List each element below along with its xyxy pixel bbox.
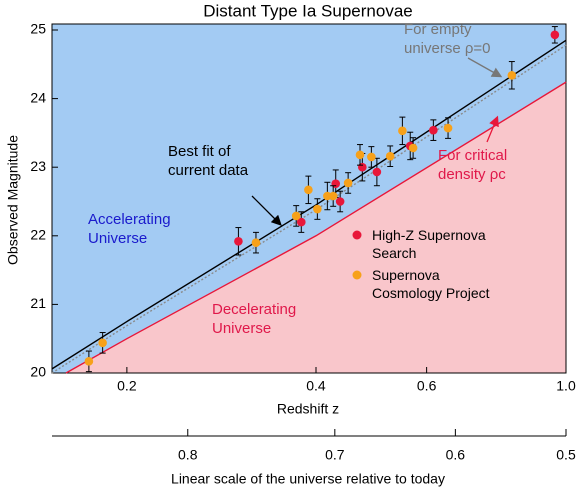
y-axis-label: Observed Magnitude: [5, 135, 21, 265]
x2-tick-label: 0.6: [446, 447, 466, 463]
x2-tick-label: 0.8: [178, 447, 198, 463]
line: [65, 81, 567, 374]
point: [355, 150, 365, 160]
line: [51, 39, 567, 370]
x-tick-label: 0.2: [117, 378, 137, 394]
y-tick-label: 20: [30, 364, 46, 380]
point: [291, 211, 301, 221]
point: [398, 126, 407, 136]
point: [313, 204, 322, 214]
point: [251, 238, 261, 247]
arrow: [251, 195, 282, 226]
plot-frame: [51, 23, 567, 374]
x-tick-label: 0.4: [306, 378, 326, 394]
point: [372, 167, 382, 177]
x-tick-label: 1.0: [556, 378, 576, 394]
point: [343, 178, 353, 188]
line: [51, 44, 567, 374]
legend-label: High-Z Supernova Search: [372, 227, 486, 261]
annotation: For critical density ρc: [438, 147, 508, 183]
x2-axis-label: Linear scale of the universe relative to…: [171, 471, 445, 487]
legend-label: Supernova Cosmology Project: [372, 267, 490, 301]
annotation: For empty universe ρ=0: [404, 21, 491, 57]
annotation: Best fit of current data: [168, 143, 249, 179]
y-tick-label: 21: [30, 295, 46, 311]
point: [443, 123, 453, 133]
point: [507, 70, 517, 80]
point: [304, 185, 313, 195]
point: [234, 236, 243, 246]
arrow: [486, 115, 499, 143]
legend-marker: [352, 270, 362, 280]
x-axis-label: Redshift z: [277, 401, 339, 417]
y-tick-label: 22: [30, 227, 46, 243]
x2-tick-label: 0.5: [556, 447, 576, 463]
point: [328, 191, 338, 201]
legend-marker: [352, 230, 362, 240]
arrow: [467, 57, 503, 78]
y-tick-label: 23: [30, 158, 46, 174]
point: [98, 338, 107, 348]
y-tick-label: 24: [30, 89, 46, 105]
point: [429, 125, 438, 135]
annotation: Accelerating Universe: [88, 211, 171, 247]
point: [385, 151, 395, 161]
y-tick-label: 25: [30, 21, 46, 37]
annotation: Decelerating Universe: [212, 301, 297, 337]
decel-region: [65, 82, 566, 374]
point: [84, 357, 94, 366]
point: [335, 197, 345, 206]
point: [367, 152, 376, 162]
chart-title: Distant Type Ia Supernovae: [203, 1, 413, 20]
point: [296, 217, 306, 227]
point: [408, 143, 418, 153]
x2-tick-label: 0.7: [325, 447, 345, 463]
point: [358, 162, 367, 172]
x-tick-label: 0.6: [417, 378, 437, 394]
point: [550, 30, 560, 40]
